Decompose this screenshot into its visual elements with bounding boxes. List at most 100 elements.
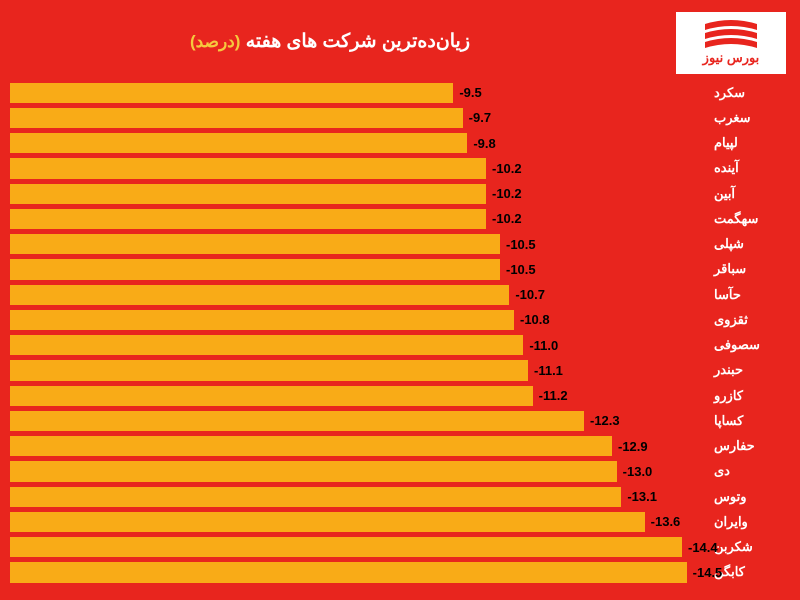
bar-track: -12.9 [10,436,710,456]
value-label: -13.0 [617,461,653,481]
chart-row: حآسا -10.7 [10,282,772,307]
chart-row: سصوفی -11.0 [10,333,772,358]
bar-track: -13.1 [10,487,710,507]
chart-row: دی -13.0 [10,459,772,484]
value-label: -10.2 [486,184,522,204]
bar-track: -14.4 [10,537,710,557]
logo-text: بورس نیوز [703,50,760,66]
category-label: حبندر [714,362,772,378]
value-label: -10.5 [500,234,536,254]
chart-row: شپلی -10.5 [10,232,772,257]
bar [10,537,682,557]
value-label: -13.6 [645,512,681,532]
title-sub: (درصد) [190,32,240,51]
chart-row: حفارس -12.9 [10,434,772,459]
category-label: ثقزوی [714,312,772,328]
bar-track: -9.5 [10,83,710,103]
category-label: سهگمت [714,211,772,227]
chart-title: زیان‌ده‌ترین شرکت های هفته (درصد) [0,30,660,53]
bar [10,184,486,204]
bar [10,562,687,582]
bar [10,360,528,380]
chart-row: حبندر -11.1 [10,358,772,383]
bar [10,436,612,456]
bar [10,411,584,431]
bar [10,512,645,532]
value-label: -9.5 [453,83,481,103]
chart-row: شکربن-14.4 [10,535,772,560]
chart-row: ثقزوی -10.8 [10,307,772,332]
chart-row: کازرو -11.2 [10,383,772,408]
chart-row: لپیام -9.8 [10,131,772,156]
category-label: سکرد [714,85,772,101]
bar [10,133,467,153]
bar [10,108,463,128]
value-label: -11.0 [523,335,558,355]
value-label: -11.2 [533,386,568,406]
loss-bar-chart: سکرد -9.5سغرب-9.7 لپیام -9.8 آینده -10.2 آبین -… [10,80,772,585]
value-label: -10.2 [486,209,522,229]
value-label: -10.7 [509,285,545,305]
bar-track: -10.2 [10,158,710,178]
chart-row: کساپا -12.3 [10,408,772,433]
value-label: -9.7 [463,108,491,128]
brand-logo: بورس نیوز [676,12,786,74]
value-label: -9.8 [467,133,495,153]
bar-track: -12.3 [10,411,710,431]
category-label: کساپا [714,413,772,429]
chart-row: آبین -10.2 [10,181,772,206]
bar-track: -9.8 [10,133,710,153]
chart-row: سباقر-10.5 [10,257,772,282]
value-label: -12.9 [612,436,648,456]
value-label: -10.2 [486,158,522,178]
category-label: حآسا [714,287,772,303]
chart-row: وایران -13.6 [10,509,772,534]
category-label: لپیام [714,135,772,151]
chart-row: سهگمت -10.2 [10,206,772,231]
bar-track: -11.0 [10,335,710,355]
title-main: زیان‌ده‌ترین شرکت های هفته [246,31,470,52]
value-label: -11.1 [528,360,563,380]
category-label: شپلی [714,236,772,252]
category-label: دی [714,463,772,479]
bar [10,259,500,279]
category-label: کابگن [714,564,772,580]
bar-track: -11.1 [10,360,710,380]
value-label: -10.8 [514,310,550,330]
bar-track: -10.5 [10,234,710,254]
bar-track: -14.5 [10,562,710,582]
bar [10,386,533,406]
value-label: -14.4 [682,537,718,557]
bar [10,209,486,229]
category-label: آینده [714,160,772,176]
bar-track: -9.7 [10,108,710,128]
chart-row: کابگن-14.5 [10,560,772,585]
category-label: حفارس [714,438,772,454]
bar [10,310,514,330]
chart-row: آینده -10.2 [10,156,772,181]
category-label: وایران [714,514,772,530]
category-label: شکربن [714,539,772,555]
bar [10,234,500,254]
category-label: کازرو [714,388,772,404]
category-label: وتوس [714,489,772,505]
bar [10,83,453,103]
chart-row: سغرب-9.7 [10,105,772,130]
value-label: -13.1 [621,487,657,507]
chart-row: سکرد -9.5 [10,80,772,105]
logo-icon [705,20,757,48]
value-label: -12.3 [584,411,620,431]
value-label: -14.5 [687,562,723,582]
bar-track: -10.2 [10,184,710,204]
bar-track: -11.2 [10,386,710,406]
category-label: سصوفی [714,337,772,353]
bar [10,158,486,178]
category-label: آبین [714,186,772,202]
bar [10,487,621,507]
chart-row: وتوس -13.1 [10,484,772,509]
bar-track: -13.6 [10,512,710,532]
bar [10,285,509,305]
bar-track: -10.8 [10,310,710,330]
bar-track: -10.5 [10,259,710,279]
value-label: -10.5 [500,259,536,279]
